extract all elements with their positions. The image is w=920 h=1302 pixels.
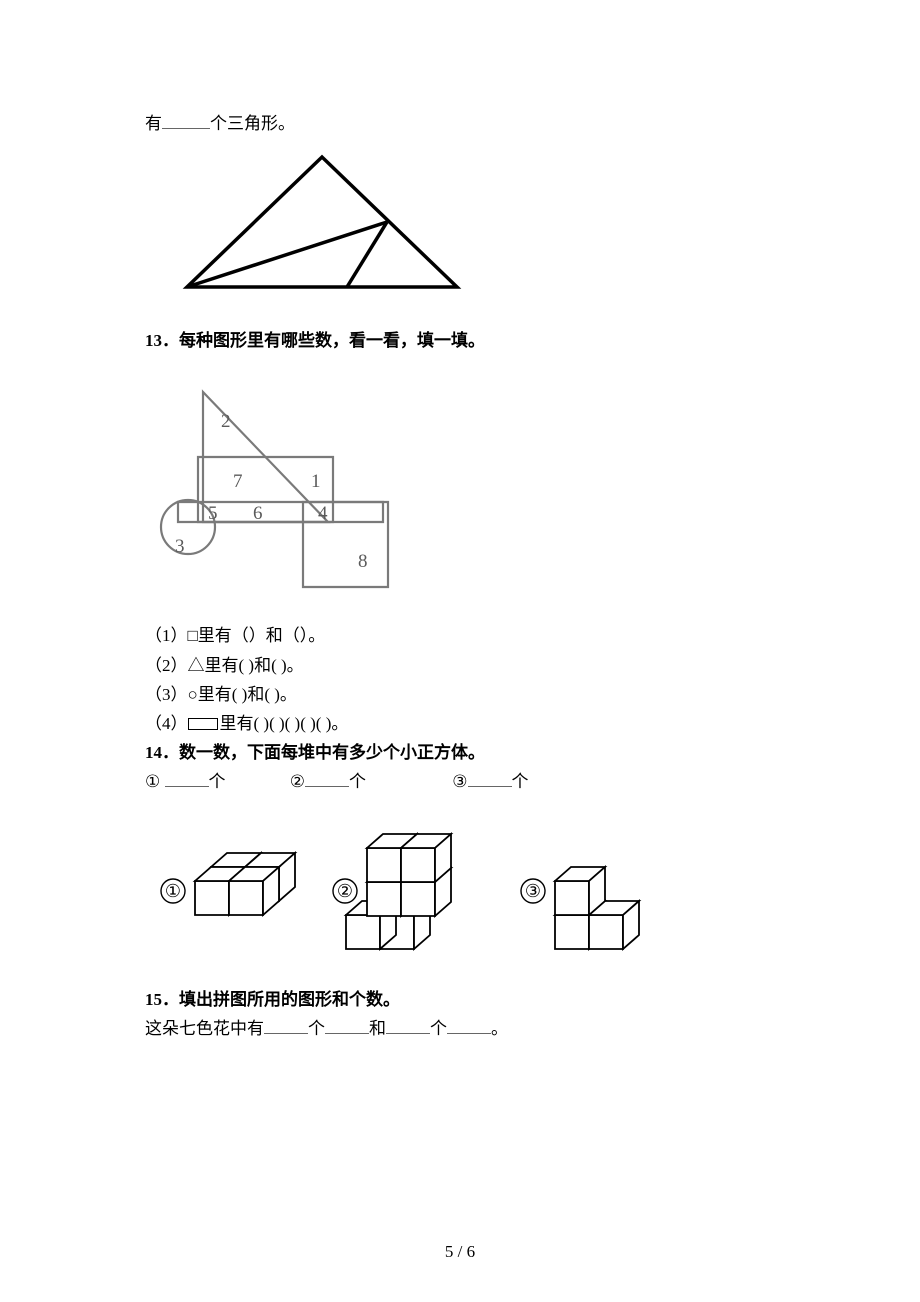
q13-sub4-a: （4）	[145, 714, 188, 733]
svg-text:8: 8	[358, 551, 368, 572]
svg-text:7: 7	[233, 471, 243, 492]
svg-text:1: 1	[311, 471, 321, 492]
q15-a: 这朵七色花中有	[145, 1019, 264, 1038]
q14-line2: ① 个 ② 个 ③ 个	[145, 768, 775, 795]
q14-c: ②	[290, 772, 305, 791]
q12-text-b: 个三角形。	[210, 114, 295, 133]
svg-text:5: 5	[208, 503, 218, 524]
q12-triangle-figure	[167, 147, 775, 307]
q14-b: 个	[209, 772, 226, 791]
q14-title: 14．数一数，下面每堆中有多少个小正方体。	[145, 739, 775, 766]
q14-a: ①	[145, 772, 165, 791]
page-number: 5 / 6	[0, 1242, 920, 1262]
q14-f: 个	[512, 772, 529, 791]
q12-line1: 有 个三角形。	[145, 110, 775, 137]
q13-diagram: 2 7 1 5 6 4 3 8	[153, 382, 775, 602]
svg-text:③: ③	[525, 881, 541, 901]
q13-sub1: （1）□里有（）和（）。	[145, 622, 775, 649]
q15-title: 15．填出拼图所用的图形和个数。	[145, 986, 775, 1013]
q13-sub2: （2）△里有( )和( )。	[145, 652, 775, 679]
svg-text:4: 4	[318, 503, 328, 524]
q14-cubes-figure: ① ② ③	[155, 826, 775, 956]
q14-blank3	[468, 786, 512, 787]
q15-b: 个	[308, 1019, 325, 1038]
q14-d: 个	[349, 772, 366, 791]
svg-text:①: ①	[165, 881, 181, 901]
q12-text-a: 有	[145, 114, 162, 133]
svg-text:②: ②	[337, 881, 353, 901]
q14-blank1	[165, 786, 209, 787]
q12-blank	[162, 128, 210, 129]
rectangle-icon	[188, 718, 218, 730]
svg-text:6: 6	[253, 503, 263, 524]
q14-blank2	[305, 786, 349, 787]
q13-title: 13．每种图形里有哪些数，看一看，填一填。	[145, 327, 775, 354]
q15-blank4	[447, 1033, 491, 1034]
q15-e: 。	[491, 1019, 508, 1038]
q15-d: 个	[430, 1019, 447, 1038]
q15-blank3	[386, 1033, 430, 1034]
q14-e: ③	[452, 772, 467, 791]
q13-sub4-b: 里有( )( )( )( )( )。	[220, 714, 349, 733]
svg-text:2: 2	[221, 411, 231, 432]
q15-blank2	[325, 1033, 369, 1034]
q15-c: 和	[369, 1019, 386, 1038]
q15-blank1	[264, 1033, 308, 1034]
q13-sub3: （3）○里有( )和( )。	[145, 681, 775, 708]
q13-sub4: （4） 里有( )( )( )( )( )。	[145, 710, 775, 737]
q15-line2: 这朵七色花中有 个 和 个 。	[145, 1015, 775, 1042]
svg-text:3: 3	[175, 536, 185, 557]
